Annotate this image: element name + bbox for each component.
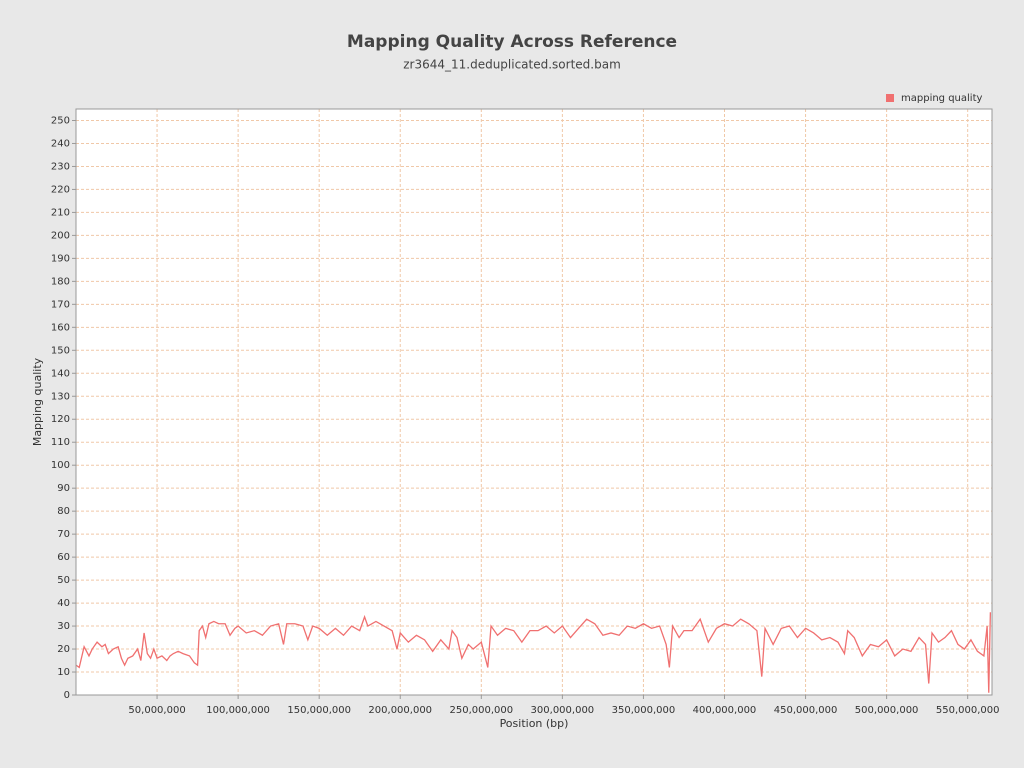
y-tick-label: 150 — [51, 345, 70, 356]
x-tick-label: 250,000,000 — [449, 705, 513, 716]
x-tick-label: 550,000,000 — [936, 705, 1000, 716]
y-tick-label: 50 — [57, 575, 70, 586]
y-tick-label: 120 — [51, 414, 70, 425]
plot-area — [76, 109, 992, 695]
y-tick-label: 180 — [51, 276, 70, 287]
x-tick-label: 100,000,000 — [206, 705, 270, 716]
y-tick-label: 140 — [51, 368, 70, 379]
x-tick-label: 300,000,000 — [531, 705, 595, 716]
plot-border — [75, 108, 993, 696]
x-axis-label: Position (bp) — [500, 717, 569, 730]
legend-label: mapping quality — [901, 93, 982, 104]
y-tick-label: 130 — [51, 391, 70, 402]
y-tick-label: 90 — [57, 483, 70, 494]
y-tick-label: 80 — [57, 506, 70, 517]
legend-swatch — [886, 94, 894, 102]
y-tick-label: 220 — [51, 184, 70, 195]
y-tick-label: 30 — [57, 621, 70, 632]
x-tick-label: 500,000,000 — [855, 705, 919, 716]
y-tick-label: 10 — [57, 667, 70, 678]
y-tick-label: 160 — [51, 322, 70, 333]
data-line — [75, 612, 992, 693]
chart-subtitle: zr3644_11.deduplicated.sorted.bam — [403, 58, 621, 72]
x-tick-label: 350,000,000 — [612, 705, 676, 716]
x-tick-label: 400,000,000 — [693, 705, 757, 716]
x-tick-label: 450,000,000 — [774, 705, 838, 716]
y-tick-label: 210 — [51, 207, 70, 218]
y-axis-label: Mapping quality — [31, 357, 44, 446]
x-tick-label: 150,000,000 — [287, 705, 351, 716]
y-tick-label: 200 — [51, 230, 70, 241]
x-tick-label: 50,000,000 — [128, 705, 185, 716]
y-tick-label: 0 — [64, 690, 70, 701]
x-tick-label: 200,000,000 — [368, 705, 432, 716]
y-tick-label: 190 — [51, 253, 70, 264]
y-tick-label: 20 — [57, 644, 70, 655]
y-tick-label: 100 — [51, 460, 70, 471]
chart-title: Mapping Quality Across Reference — [347, 32, 677, 52]
y-tick-label: 70 — [57, 529, 70, 540]
y-tick-label: 110 — [51, 437, 70, 448]
y-tick-label: 170 — [51, 299, 70, 310]
y-tick-label: 230 — [51, 161, 70, 172]
y-tick-label: 250 — [51, 115, 70, 126]
y-tick-label: 40 — [57, 598, 70, 609]
y-tick-label: 60 — [57, 552, 70, 563]
y-tick-label: 240 — [51, 138, 70, 149]
